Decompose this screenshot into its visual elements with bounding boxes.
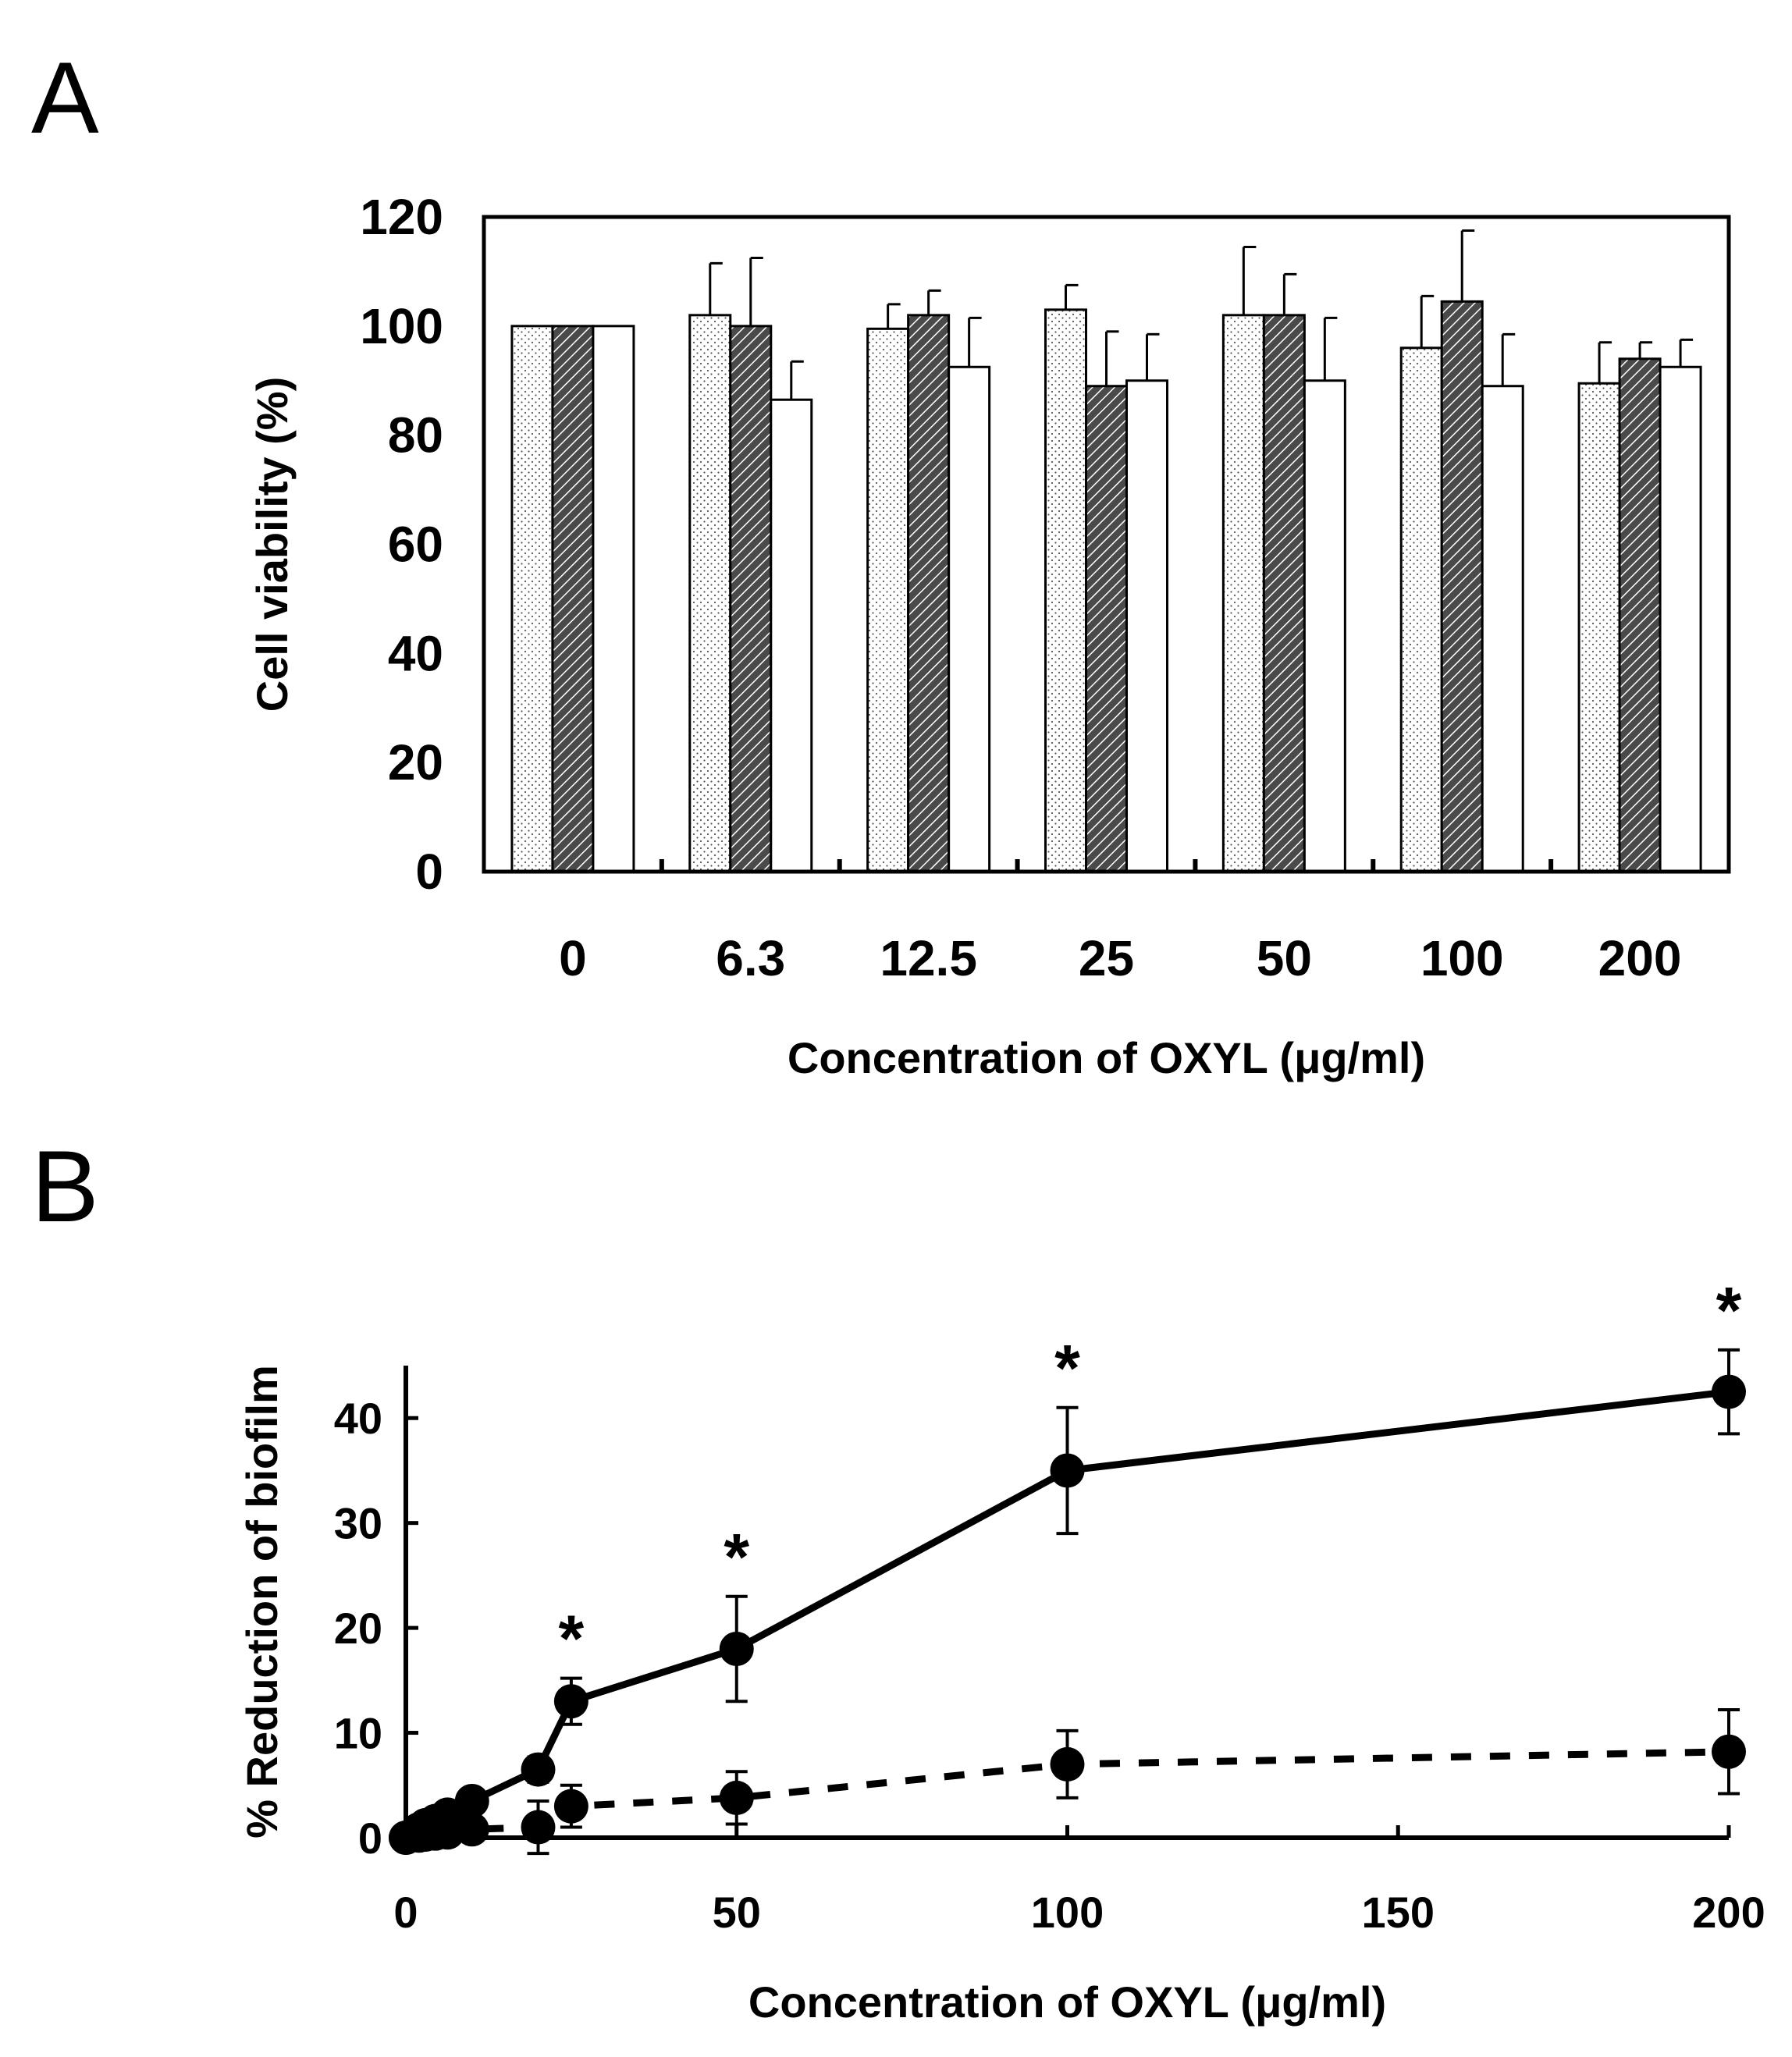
chart-b-significance-markers: * * * * — [559, 1274, 1742, 1675]
chart-b-x-tick-label: 100 — [1031, 1888, 1104, 1937]
chart-b-y-tick-label: 40 — [334, 1394, 382, 1443]
chart-a-bars — [510, 300, 1702, 873]
chart-b-series-1-point — [1712, 1374, 1746, 1409]
chart-a-x-axis-label: Concentration of OXYL (μg/ml) — [788, 1033, 1425, 1082]
chart-a-y-tick-label: 80 — [388, 407, 443, 464]
chart-b-x-tick-label: 150 — [1362, 1888, 1435, 1937]
bar-12.5-series-1 — [866, 327, 910, 873]
bar-0-series-1 — [510, 325, 554, 873]
chart-b-series-2-point — [719, 1780, 754, 1815]
bar-25-series-1 — [1044, 308, 1087, 873]
bar-50-series-1 — [1221, 314, 1265, 873]
chart-b-series-1-point — [553, 1684, 588, 1719]
bar-100-series-1 — [1399, 346, 1443, 873]
chart-a-y-ticks: 0 20 40 60 80 100 120 — [360, 189, 443, 900]
chart-b-points — [389, 1374, 1746, 1855]
chart-a-x-tick-label: 0 — [559, 930, 587, 986]
chart-b-x-tick-label: 200 — [1692, 1888, 1765, 1937]
chart-a-y-tick-label: 40 — [388, 625, 443, 681]
bar-12.5-series-2 — [907, 314, 951, 873]
chart-b-significance-star: * — [724, 1520, 749, 1593]
chart-a-x-tick-label: 12.5 — [880, 930, 977, 986]
chart-b-significance-star: * — [1716, 1274, 1742, 1347]
chart-b-y-tick-label: 30 — [334, 1499, 382, 1548]
chart-b-y-tick-label: 20 — [334, 1604, 382, 1653]
chart-a-x-tick-label: 25 — [1079, 930, 1134, 986]
bar-50-series-3 — [1303, 379, 1346, 873]
chart-b-series-2-point — [454, 1812, 489, 1847]
chart-a-y-tick-label: 60 — [388, 517, 443, 573]
chart-a-x-tick-label: 50 — [1257, 930, 1312, 986]
chart-b: 0 10 20 30 40 0 50 100 150 200 * * * * Concentratio… — [237, 1274, 1765, 2027]
bar-6.3-series-1 — [688, 314, 732, 873]
chart-b-x-tick-label: 50 — [713, 1888, 761, 1937]
chart-b-significance-star: * — [559, 1602, 585, 1675]
bar-100-series-2 — [1440, 300, 1484, 873]
chart-b-x-axis-label: Concentration of OXYL (μg/ml) — [748, 1977, 1386, 2027]
chart-b-y-ticks: 0 10 20 30 40 — [334, 1394, 418, 1863]
bar-200-series-1 — [1577, 382, 1621, 873]
chart-a-y-axis-label: Cell viability (%) — [247, 377, 297, 712]
chart-b-y-tick-label: 0 — [358, 1814, 382, 1863]
chart-a-y-tick-label: 20 — [388, 734, 443, 790]
bar-50-series-2 — [1262, 314, 1306, 873]
chart-b-series-2-point — [553, 1789, 588, 1824]
bar-25-series-3 — [1125, 379, 1168, 873]
panel-label-b: B — [31, 1129, 99, 1243]
bar-12.5-series-3 — [948, 365, 991, 873]
chart-b-y-tick-label: 10 — [334, 1709, 382, 1758]
bar-6.3-series-2 — [729, 325, 773, 873]
chart-a-plot-frame — [482, 215, 1731, 874]
chart-a-y-tick-label: 0 — [415, 844, 443, 900]
bar-0-series-2 — [551, 325, 595, 873]
chart-a: 0 20 40 60 80 100 120 0 6.3 12.5 25 50 100 200 Conce… — [247, 189, 1731, 1082]
bar-100-series-3 — [1481, 385, 1524, 873]
bar-6.3-series-3 — [770, 398, 813, 873]
chart-b-series-2-point — [1712, 1734, 1746, 1769]
bar-25-series-2 — [1085, 385, 1128, 873]
chart-b-significance-star: * — [1054, 1331, 1080, 1405]
bar-0-series-3 — [592, 325, 635, 873]
chart-a-error-bars — [709, 229, 1694, 400]
bar-200-series-3 — [1659, 365, 1702, 873]
chart-b-series-2-point — [1050, 1746, 1085, 1782]
chart-b-series-1-point — [719, 1632, 754, 1666]
chart-b-series-2-point — [521, 1810, 556, 1845]
chart-b-series-1-point — [454, 1783, 489, 1818]
chart-a-y-tick-label: 100 — [360, 298, 443, 354]
chart-a-x-tick-label: 6.3 — [716, 930, 785, 986]
bar-200-series-2 — [1618, 357, 1662, 873]
chart-b-series-1-point — [1050, 1453, 1085, 1488]
panel-label-a: A — [31, 41, 99, 155]
chart-b-x-tick-label: 0 — [393, 1888, 418, 1937]
chart-a-x-tick-label: 100 — [1420, 930, 1504, 986]
chart-b-x-ticks: 0 50 100 150 200 — [393, 1825, 1765, 1937]
chart-a-x-tick-label: 200 — [1598, 930, 1682, 986]
chart-b-series-1-point — [521, 1752, 556, 1787]
chart-a-x-ticks: 0 6.3 12.5 25 50 100 200 — [559, 859, 1681, 986]
chart-a-y-tick-label: 120 — [360, 189, 443, 245]
chart-b-y-axis-label: % Reduction of biofilm — [237, 1365, 286, 1839]
